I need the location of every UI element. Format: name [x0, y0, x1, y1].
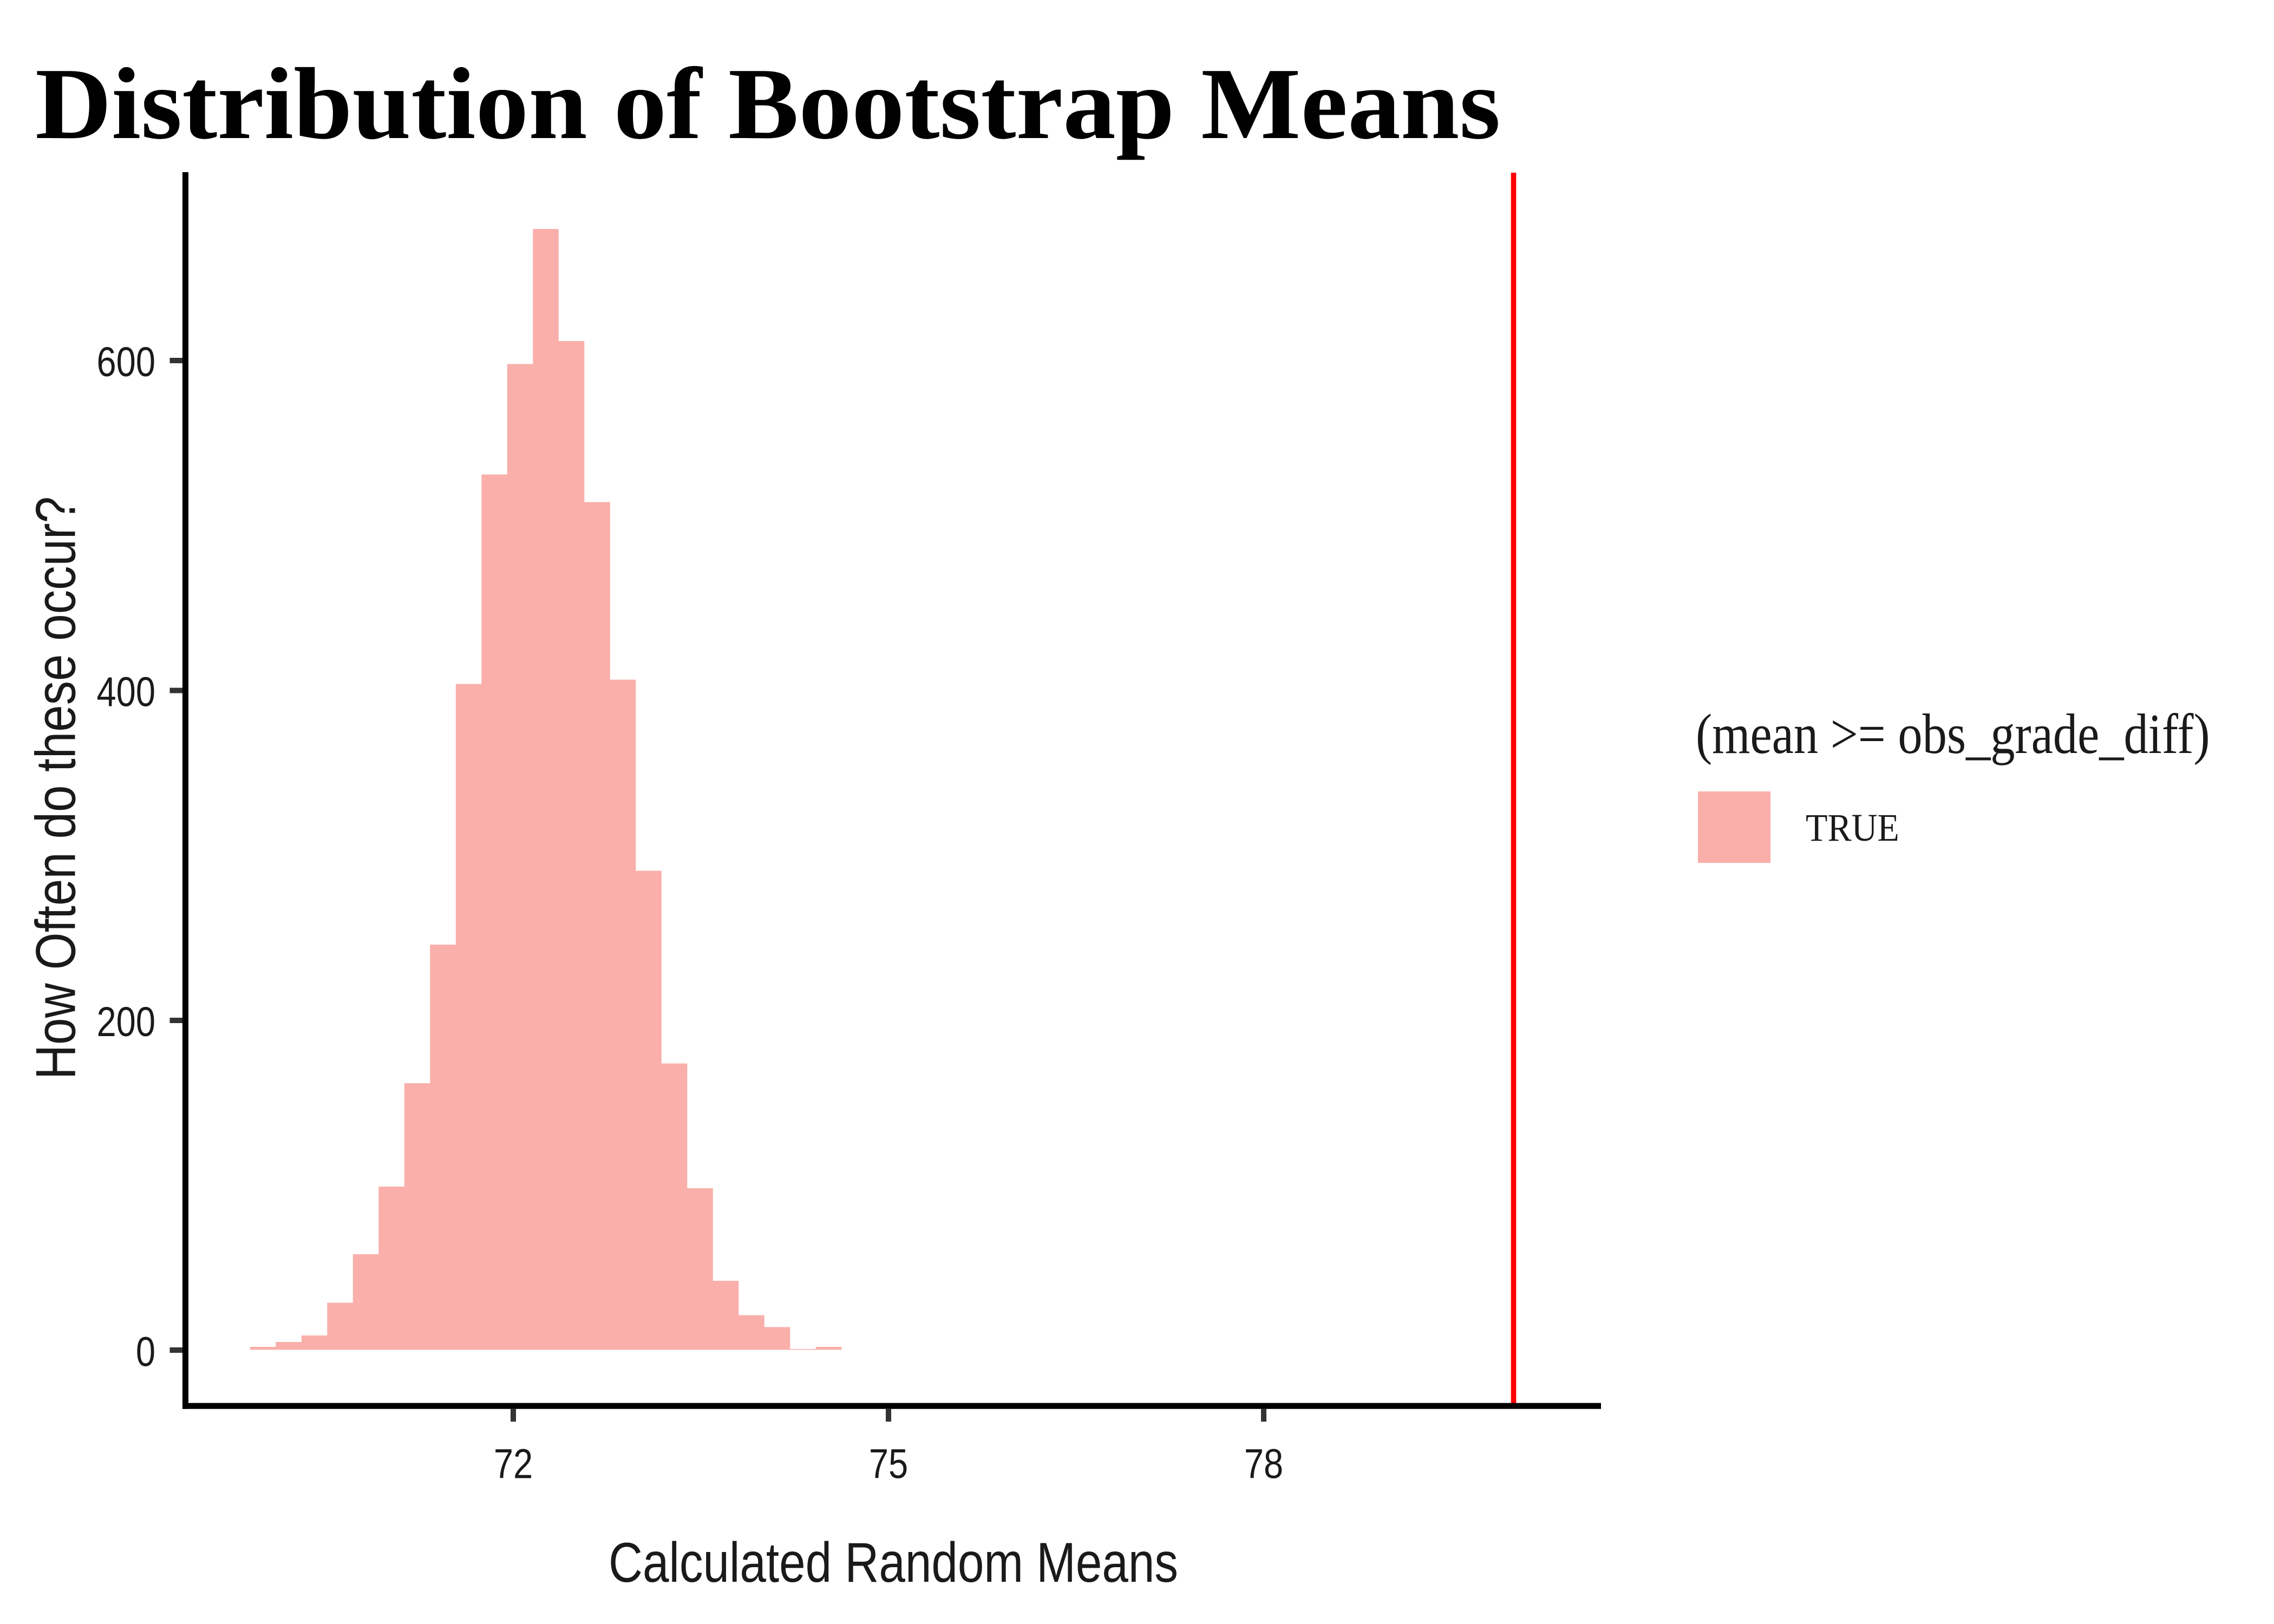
svg-text:600: 600: [96, 339, 155, 385]
svg-text:How Often do these occur?: How Often do these occur?: [24, 496, 87, 1079]
svg-text:75: 75: [869, 1440, 908, 1487]
svg-text:(mean >= obs_grade_diff): (mean >= obs_grade_diff): [1696, 703, 2210, 765]
svg-text:200: 200: [96, 999, 155, 1045]
svg-text:TRUE: TRUE: [1806, 806, 1899, 849]
svg-text:400: 400: [96, 669, 155, 715]
svg-text:0: 0: [136, 1328, 155, 1375]
svg-text:78: 78: [1244, 1440, 1283, 1487]
svg-text:Distribution of Bootstrap Mean: Distribution of Bootstrap Means: [35, 47, 1500, 161]
svg-text:Calculated Random Means: Calculated Random Means: [609, 1531, 1178, 1594]
svg-text:72: 72: [494, 1440, 533, 1487]
